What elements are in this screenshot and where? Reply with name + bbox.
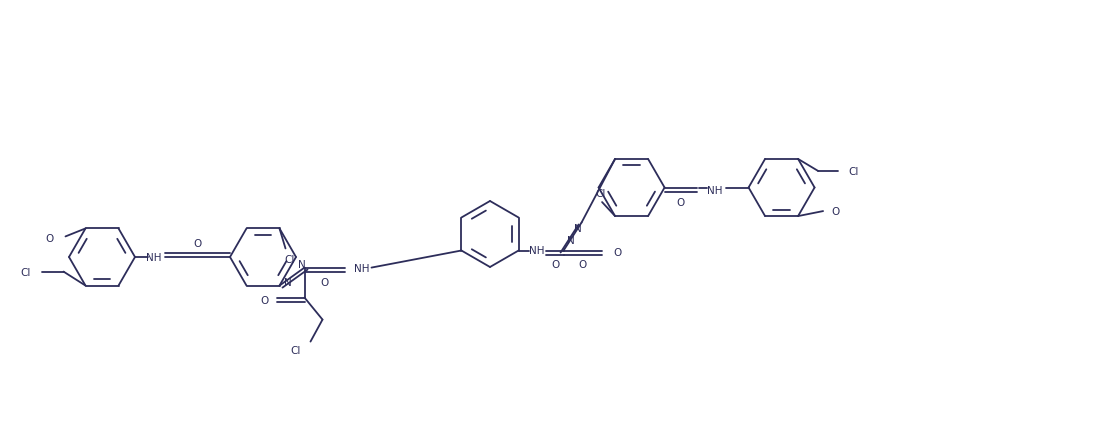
Text: N: N	[566, 236, 575, 246]
Text: Cl: Cl	[595, 189, 606, 199]
Text: N: N	[297, 259, 305, 269]
Text: O: O	[45, 234, 54, 244]
Text: O: O	[677, 197, 685, 207]
Text: Cl: Cl	[20, 267, 31, 277]
Text: O: O	[552, 260, 559, 270]
Text: O: O	[260, 295, 269, 305]
Text: NH: NH	[529, 246, 544, 256]
Text: Cl: Cl	[284, 255, 295, 265]
Text: N: N	[574, 224, 581, 234]
Text: Cl: Cl	[290, 345, 301, 355]
Text: O: O	[613, 248, 622, 258]
Text: N: N	[284, 277, 292, 287]
Text: NH: NH	[146, 252, 161, 262]
Text: Cl: Cl	[848, 166, 859, 176]
Text: O: O	[832, 206, 839, 217]
Text: O: O	[578, 260, 587, 270]
Text: O: O	[193, 239, 202, 249]
Text: NH: NH	[353, 263, 370, 273]
Text: NH: NH	[706, 185, 722, 195]
Text: O: O	[320, 277, 329, 287]
